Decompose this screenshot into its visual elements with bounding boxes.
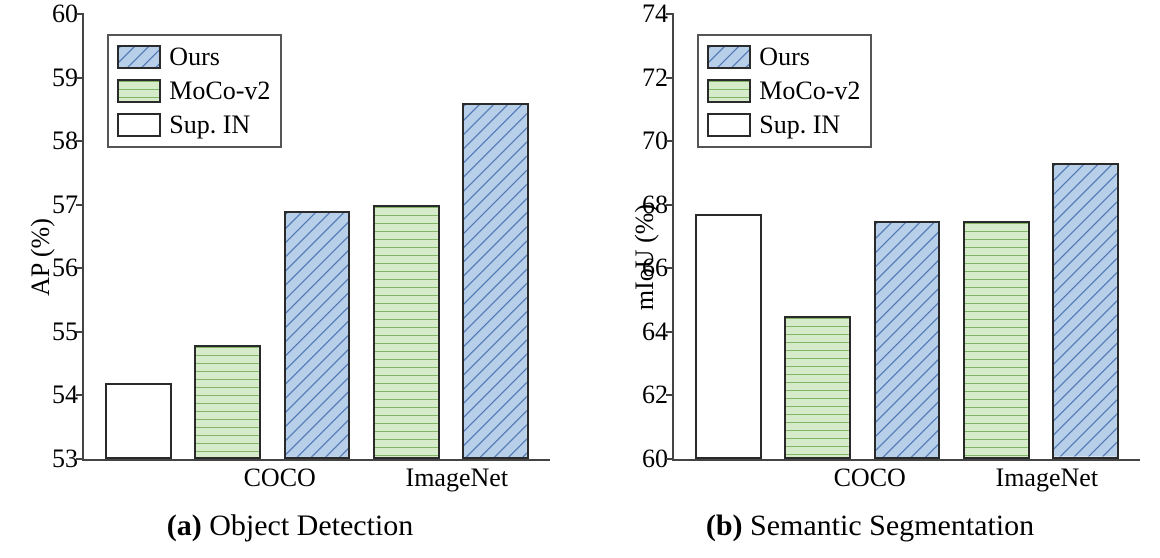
axes: 5354555657585960COCOImageNetOursMoCo-v2S… [82, 14, 550, 461]
plot-area: 5354555657585960COCOImageNetOursMoCo-v2S… [82, 14, 550, 461]
bar-moco [784, 316, 851, 459]
caption-left: (a) Object Detection [0, 505, 580, 553]
caption-left-tag: (a) [167, 509, 202, 542]
y-tick-mark [76, 394, 84, 396]
bar-sup_in [105, 383, 172, 459]
y-tick-label: 59 [52, 63, 78, 93]
x-axis-label: COCO [834, 463, 906, 493]
y-tick-mark [666, 394, 674, 396]
caption-right-tag: (b) [706, 509, 743, 542]
y-tick-label: 57 [52, 190, 78, 220]
y-tick-mark [76, 331, 84, 333]
y-tick-label: 56 [52, 253, 78, 283]
y-tick-label: 62 [642, 380, 668, 410]
legend-item-ours: Ours [707, 42, 860, 72]
x-axis-label: ImageNet [996, 463, 1099, 493]
x-axis-label: ImageNet [406, 463, 509, 493]
x-axis-label: COCO [244, 463, 316, 493]
legend-item-moco: MoCo-v2 [707, 76, 860, 106]
y-tick-mark [666, 204, 674, 206]
y-tick-label: 72 [642, 63, 668, 93]
y-tick-mark [666, 331, 674, 333]
bar-moco [194, 345, 261, 459]
y-tick-label: 64 [642, 317, 668, 347]
legend-swatch-moco [707, 79, 751, 103]
legend: Ours MoCo-v2 Sup. IN [107, 34, 282, 148]
legend-swatch-moco [117, 79, 161, 103]
bar-sup_in [695, 214, 762, 459]
y-tick-label: 58 [52, 126, 78, 156]
y-tick-label: 70 [642, 126, 668, 156]
legend-label-moco: MoCo-v2 [759, 76, 860, 106]
y-tick-mark [76, 13, 84, 15]
legend-swatch-sup_in [707, 113, 751, 137]
y-tick-mark [666, 13, 674, 15]
y-tick-label: 66 [642, 253, 668, 283]
y-tick-mark [76, 140, 84, 142]
plot-area: 6062646668707274COCOImageNetOursMoCo-v2S… [672, 14, 1140, 461]
legend-label-sup_in: Sup. IN [169, 110, 250, 140]
charts-row: AP (%)5354555657585960COCOImageNetOursMo… [0, 0, 1160, 505]
legend-label-sup_in: Sup. IN [759, 110, 840, 140]
y-tick-mark [76, 267, 84, 269]
legend-swatch-ours [117, 45, 161, 69]
y-tick-mark [666, 77, 674, 79]
legend: Ours MoCo-v2 Sup. IN [697, 34, 872, 148]
legend-swatch-sup_in [117, 113, 161, 137]
y-tick-label: 74 [642, 0, 668, 29]
y-tick-mark [76, 458, 84, 460]
bar-ours [1052, 163, 1119, 459]
bar-moco [963, 221, 1030, 459]
legend-item-moco: MoCo-v2 [117, 76, 270, 106]
y-tick-label: 68 [642, 190, 668, 220]
caption-right-text: Semantic Segmentation [750, 509, 1034, 542]
chart-panel-left: AP (%)5354555657585960COCOImageNetOursMo… [4, 8, 558, 505]
legend-item-sup_in: Sup. IN [117, 110, 270, 140]
legend-label-moco: MoCo-v2 [169, 76, 270, 106]
y-tick-mark [76, 204, 84, 206]
y-tick-label: 53 [52, 444, 78, 474]
caption-left-text: Object Detection [209, 509, 413, 542]
y-tick-mark [666, 267, 674, 269]
y-tick-label: 54 [52, 380, 78, 410]
y-tick-mark [666, 458, 674, 460]
legend-label-ours: Ours [169, 42, 220, 72]
bar-ours [874, 221, 941, 459]
axes: 6062646668707274COCOImageNetOursMoCo-v2S… [672, 14, 1140, 461]
bar-ours [462, 103, 529, 459]
y-tick-mark [666, 140, 674, 142]
legend-item-ours: Ours [117, 42, 270, 72]
legend-item-sup_in: Sup. IN [707, 110, 860, 140]
y-tick-label: 60 [642, 444, 668, 474]
legend-label-ours: Ours [759, 42, 810, 72]
caption-right: (b) Semantic Segmentation [580, 505, 1160, 553]
bar-moco [373, 205, 440, 459]
y-tick-mark [76, 77, 84, 79]
y-tick-label: 55 [52, 317, 78, 347]
legend-swatch-ours [707, 45, 751, 69]
y-tick-label: 60 [52, 0, 78, 29]
bar-ours [284, 211, 351, 459]
chart-panel-right: mIoU (%)6062646668707274COCOImageNetOurs… [594, 8, 1148, 505]
captions-row: (a) Object Detection (b) Semantic Segmen… [0, 505, 1160, 553]
